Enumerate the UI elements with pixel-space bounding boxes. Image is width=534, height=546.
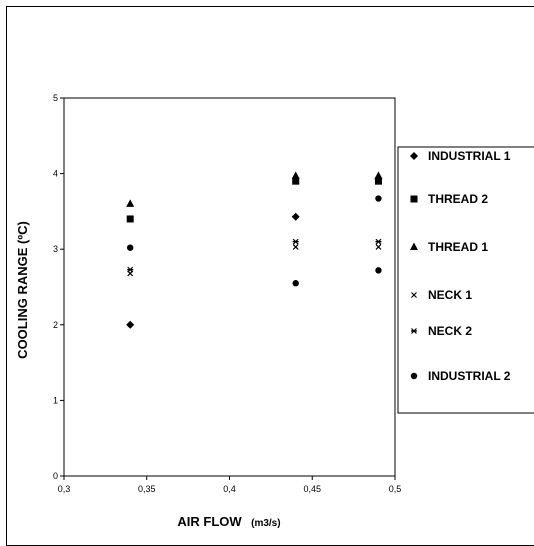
data-point-thread-2 <box>292 177 300 185</box>
legend-item-thread-2: THREAD 2 <box>410 192 488 206</box>
legend-label-neck-2: NECK 2 <box>428 324 472 338</box>
legend-marker-industrial-1 <box>410 152 418 160</box>
x-tick-label: 0,4 <box>223 484 236 494</box>
legend-label-neck-1: NECK 1 <box>428 288 472 302</box>
data-point-industrial-1 <box>126 320 135 329</box>
y-tick-label: 3 <box>53 244 58 254</box>
x-tick-label: 0,45 <box>303 484 321 494</box>
data-point-neck-1 <box>292 244 299 250</box>
y-tick-label: 4 <box>53 169 58 179</box>
data-point-neck-2 <box>375 238 382 245</box>
x-tick-label: 0,3 <box>58 484 71 494</box>
y-tick-label: 2 <box>53 320 58 330</box>
data-point-neck-2 <box>292 238 299 245</box>
x-axis-title-group: AIR FLOW (m3/s) <box>177 513 280 530</box>
data-point-thread-1 <box>126 199 135 207</box>
data-points <box>126 171 383 329</box>
y-axis-title: COOLING RANGE (ºC) <box>15 221 30 359</box>
legend-marker-neck-2 <box>411 328 417 334</box>
legend-item-industrial-1: INDUSTRIAL 1 <box>410 149 511 163</box>
data-point-neck-1 <box>375 244 382 250</box>
legend-label-industrial-2: INDUSTRIAL 2 <box>428 369 511 383</box>
data-point-industrial-2 <box>127 244 134 251</box>
y-tick-label: 5 <box>53 93 58 103</box>
legend-item-industrial-2: INDUSTRIAL 2 <box>410 369 511 383</box>
legend-marker-thread-2 <box>410 195 418 203</box>
legend-box <box>397 146 534 414</box>
legend-marker-industrial-2 <box>410 372 418 380</box>
y-axis-ticks: 0 1 2 3 4 5 <box>53 93 64 481</box>
x-tick-label: 0,35 <box>138 484 156 494</box>
plot-area <box>63 97 396 477</box>
legend: INDUSTRIAL 1 THREAD 2 THREAD 1 NECK 1 NECK 2… <box>397 146 534 414</box>
y-tick-label: 0 <box>53 471 58 481</box>
plot-border <box>63 97 396 477</box>
data-point-industrial-2 <box>375 267 382 274</box>
data-point-thread-1 <box>291 171 300 179</box>
data-point-industrial-1 <box>291 212 300 221</box>
data-point-neck-2 <box>127 266 134 273</box>
legend-label-industrial-1: INDUSTRIAL 1 <box>428 149 511 163</box>
legend-marker-neck-1 <box>411 292 417 298</box>
x-axis-unit: (m3/s) <box>251 518 280 529</box>
legend-label-thread-2: THREAD 2 <box>428 192 488 206</box>
legend-marker-thread-1 <box>410 242 418 250</box>
data-point-industrial-2 <box>292 280 299 287</box>
data-point <box>375 195 382 202</box>
y-tick-label: 1 <box>53 395 58 405</box>
legend-item-neck-2: NECK 2 <box>411 324 472 338</box>
x-tick-label: 0,5 <box>389 484 402 494</box>
legend-label-thread-1: THREAD 1 <box>428 240 488 254</box>
legend-item-thread-1: THREAD 1 <box>410 240 488 254</box>
data-point-thread-2 <box>374 177 382 185</box>
data-point-thread-2 <box>126 215 134 223</box>
legend-item-neck-1: NECK 1 <box>411 288 472 302</box>
x-axis-ticks: 0,3 0,35 0,4 0,45 0,5 <box>58 476 402 494</box>
x-axis-title: AIR FLOW <box>177 514 242 529</box>
data-point-thread-1 <box>374 171 383 179</box>
